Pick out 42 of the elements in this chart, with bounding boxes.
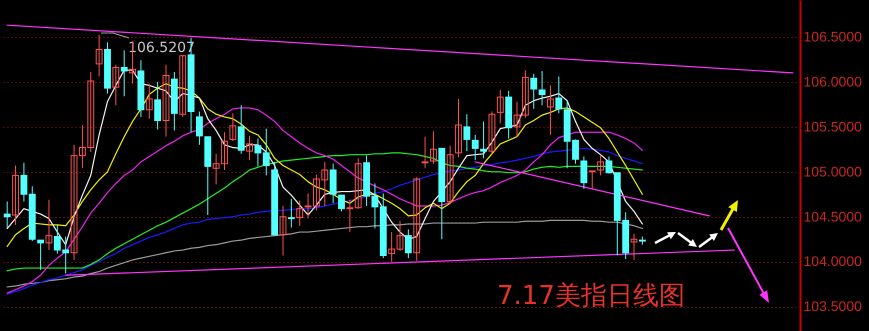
candlestick xyxy=(296,200,304,226)
candlestick xyxy=(446,145,454,205)
candlestick xyxy=(547,84,554,136)
candlestick xyxy=(430,130,437,164)
y-tick-label: 106.0000 xyxy=(804,73,862,90)
candlestick xyxy=(120,50,128,97)
candlestick xyxy=(538,70,546,106)
candlestick xyxy=(413,176,420,262)
candlestick xyxy=(455,98,462,158)
candlestick xyxy=(472,134,479,161)
candlestick xyxy=(280,205,286,256)
candlestick xyxy=(229,112,236,142)
y-tick-label: 103.5000 xyxy=(804,298,862,314)
candlestick xyxy=(480,120,487,159)
candlestick xyxy=(588,170,596,190)
candlestick xyxy=(496,89,504,124)
candlestick xyxy=(630,233,638,260)
y-tick-label: 106.5000 xyxy=(804,28,862,44)
candlestick xyxy=(597,154,604,176)
candlestick xyxy=(4,200,11,228)
candlestick xyxy=(12,165,19,226)
candlestick xyxy=(179,54,186,118)
candlestick xyxy=(404,228,412,259)
y-tick-label: 104.5000 xyxy=(804,208,862,224)
candlestick xyxy=(96,34,103,77)
candlestick xyxy=(146,83,153,120)
candlestick xyxy=(288,198,295,228)
candlestick xyxy=(162,64,170,138)
y-tick-label: 104.0000 xyxy=(804,253,862,270)
text: 7.17美指日线图 xyxy=(497,281,685,311)
candlestick xyxy=(422,136,428,169)
candlestick xyxy=(112,64,120,106)
candlestick xyxy=(238,104,245,154)
candlestick xyxy=(154,81,162,130)
candlestick xyxy=(246,135,253,161)
candlestick xyxy=(46,199,52,251)
y-tick-label: 105.5000 xyxy=(804,118,862,134)
candlestick xyxy=(530,73,538,110)
y-tick-label: 105.0000 xyxy=(804,163,862,180)
candlestick xyxy=(580,156,588,190)
candlestick xyxy=(463,114,470,152)
candlestick xyxy=(488,111,496,154)
